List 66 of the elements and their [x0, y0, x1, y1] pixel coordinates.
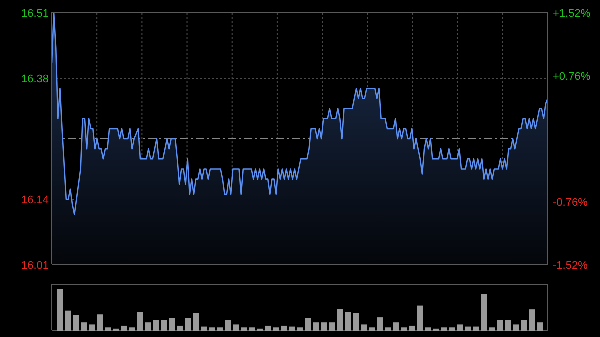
bar [425, 328, 431, 331]
bar [393, 322, 399, 331]
bar [441, 328, 447, 331]
bar [97, 314, 103, 331]
bar [249, 328, 255, 331]
bar [65, 310, 71, 331]
bar [449, 328, 455, 331]
bar [489, 328, 495, 331]
bar [321, 322, 327, 331]
bar [265, 326, 271, 331]
bar [401, 328, 407, 331]
y2-tick-label: -1.52% [553, 260, 588, 272]
bar [313, 322, 319, 331]
bar [417, 306, 423, 331]
y2-tick-label: +0.76% [553, 70, 591, 83]
y-tick-label: 16.01 [21, 260, 49, 272]
bar [193, 313, 199, 331]
bar [481, 294, 487, 331]
bar [105, 328, 111, 331]
y-tick-label: 16.51 [21, 8, 49, 20]
bar [153, 320, 159, 331]
bar [361, 324, 367, 331]
y2-tick-label: -0.76% [553, 196, 588, 209]
y-tick-label: 16.38 [21, 73, 49, 86]
bar [353, 313, 359, 331]
bar [233, 324, 239, 331]
y-tick-label: 16.14 [21, 194, 49, 206]
bar [385, 328, 391, 331]
bar [537, 322, 543, 331]
bar [457, 324, 463, 331]
bar [169, 318, 175, 331]
bar [337, 309, 343, 331]
bar [345, 312, 351, 331]
bar [225, 320, 231, 331]
bar [81, 322, 87, 331]
bar [145, 322, 151, 331]
bar [273, 328, 279, 331]
bar [329, 322, 335, 331]
bar [297, 328, 303, 331]
bar [137, 312, 143, 331]
bar [377, 318, 383, 331]
bar [521, 320, 527, 331]
bar [513, 324, 519, 331]
bar [305, 318, 311, 331]
bar [185, 318, 191, 331]
y2-tick-label: +1.52% [553, 8, 591, 20]
bar [369, 328, 375, 331]
bar [73, 315, 79, 331]
bar [529, 310, 535, 331]
bar [217, 328, 223, 331]
bar [161, 320, 167, 331]
bar [473, 326, 479, 331]
bar [57, 289, 63, 331]
bar [465, 326, 471, 331]
bar [89, 324, 95, 331]
bar [505, 320, 511, 331]
bar [281, 326, 287, 331]
bar [497, 320, 503, 331]
bar [241, 328, 247, 331]
bar [409, 326, 415, 331]
bar [121, 326, 127, 331]
bar [209, 328, 215, 331]
bar [201, 326, 207, 331]
bar [177, 326, 183, 331]
bar [289, 326, 295, 331]
bar [129, 328, 135, 331]
